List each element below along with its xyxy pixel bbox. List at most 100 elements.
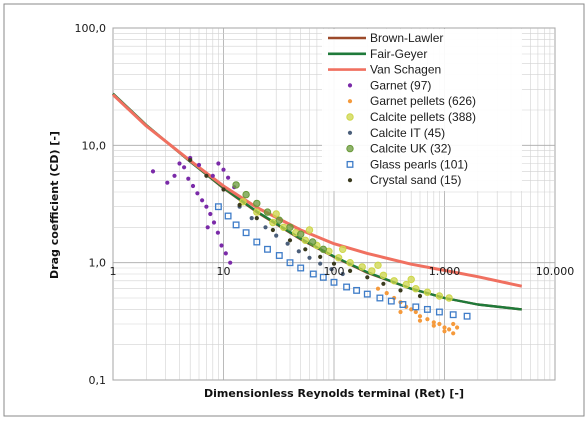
point-calcite-uk-32: [242, 190, 250, 199]
point-garnet-97: [204, 204, 209, 209]
point-calcite-pellets-388: [301, 236, 309, 245]
point-calcite-it-45: [285, 241, 290, 246]
point-glass-pearls-101: [463, 312, 471, 320]
point-calcite-pellets-388: [239, 198, 247, 206]
point-calcite-pellets-388: [379, 271, 388, 279]
point-glass-pearls-101: [449, 311, 457, 319]
data-points: [150, 155, 471, 336]
point-calcite-it-45: [318, 261, 323, 266]
point-crystal-sand-15: [303, 247, 308, 252]
y-tick-label: 100,0: [75, 22, 107, 35]
point-garnet-pellets-626: [431, 323, 436, 328]
point-garnet-pellets-626: [417, 314, 423, 319]
point-glass-pearls-101: [214, 203, 222, 211]
point-garnet-97: [165, 180, 170, 185]
point-crystal-sand-15: [365, 275, 370, 280]
legend-label-fair-geyer: Fair-Geyer: [370, 47, 427, 61]
x-tick-label: 1: [110, 265, 117, 278]
point-calcite-pellets-388: [305, 226, 314, 234]
point-crystal-sand-15: [204, 173, 209, 178]
y-tick-label: 0,1: [89, 374, 107, 387]
point-calcite-uk-32: [319, 245, 327, 254]
point-glass-pearls-101: [353, 286, 361, 294]
point-calcite-pellets-388: [279, 223, 288, 232]
y-tick-label: 10,0: [82, 139, 107, 152]
point-calcite-pellets-388: [412, 285, 420, 293]
legend-swatch-calcite-pellets-388: [346, 113, 354, 121]
point-glass-pearls-101: [253, 238, 261, 246]
point-glass-pearls-101: [232, 221, 240, 229]
legend-swatch-calcite-uk-32: [346, 144, 354, 153]
point-garnet-97: [216, 161, 221, 166]
point-garnet-97: [182, 165, 187, 170]
point-crystal-sand-15: [398, 288, 403, 293]
point-calcite-pellets-388: [346, 259, 354, 267]
point-calcite-pellets-388: [368, 267, 376, 275]
point-calcite-pellets-388: [390, 277, 398, 285]
point-crystal-sand-15: [287, 238, 293, 243]
legend-label-calcite-it-45: Calcite IT (45): [370, 126, 445, 140]
point-garnet-pellets-626: [384, 291, 389, 296]
legend-label-calcite-uk-32: Calcite UK (32): [370, 142, 451, 156]
point-glass-pearls-101: [343, 283, 351, 291]
point-crystal-sand-15: [381, 281, 386, 286]
point-garnet-pellets-626: [413, 309, 418, 315]
line-van-schagen: [111, 93, 523, 288]
point-garnet-97: [190, 183, 196, 189]
point-glass-pearls-101: [330, 278, 338, 286]
legend-background: [322, 29, 522, 191]
point-garnet-97: [210, 173, 215, 178]
point-garnet-97: [226, 175, 231, 180]
point-calcite-uk-32: [286, 223, 294, 232]
point-crystal-sand-15: [331, 261, 337, 266]
point-crystal-sand-15: [417, 293, 423, 299]
x-tick-label: 1.000: [429, 265, 461, 278]
legend-swatch-garnet-pellets-626: [347, 99, 353, 104]
legend-label-crystal-sand-15: Crystal sand (15): [370, 173, 461, 187]
point-garnet-97: [221, 167, 226, 172]
point-garnet-97: [172, 173, 177, 178]
legend-label-calcite-pellets-388: Calcite pellets (388): [370, 110, 476, 124]
x-axis-title: Dimensionless Reynolds terminal (Ret) [-…: [204, 387, 464, 400]
point-glass-pearls-101: [297, 264, 305, 272]
point-garnet-97: [186, 176, 191, 181]
point-calcite-pellets-388: [423, 288, 432, 296]
point-calcite-uk-32: [297, 230, 305, 238]
point-glass-pearls-101: [376, 294, 384, 302]
point-glass-pearls-101: [264, 245, 271, 253]
point-glass-pearls-101: [363, 290, 371, 298]
point-calcite-pellets-388: [269, 218, 277, 227]
point-garnet-97: [211, 220, 217, 225]
point-garnet-pellets-626: [437, 321, 442, 327]
point-crystal-sand-15: [254, 216, 259, 221]
point-garnet-pellets-626: [451, 331, 456, 336]
point-glass-pearls-101: [275, 252, 283, 259]
point-garnet-97: [219, 243, 224, 248]
point-calcite-uk-32: [275, 216, 283, 224]
legend-label-brown-lawler: Brown-Lawler: [370, 31, 443, 45]
point-garnet-pellets-626: [375, 286, 381, 291]
legend-label-van-schagen: Van Schagen: [370, 63, 441, 77]
point-glass-pearls-101: [412, 303, 420, 311]
x-tick-label: 100: [324, 265, 345, 278]
point-glass-pearls-101: [309, 270, 317, 278]
point-garnet-97: [223, 251, 228, 256]
point-glass-pearls-101: [224, 212, 232, 220]
point-garnet-pellets-626: [455, 325, 460, 330]
point-garnet-pellets-626: [431, 320, 436, 325]
legend-swatch-crystal-sand-15: [347, 178, 353, 183]
point-calcite-uk-32: [232, 181, 240, 189]
point-crystal-sand-15: [270, 227, 275, 233]
point-glass-pearls-101: [319, 273, 327, 281]
point-garnet-97: [177, 161, 182, 166]
point-garnet-97: [228, 260, 233, 265]
point-garnet-97: [200, 198, 205, 203]
point-calcite-pellets-388: [407, 275, 415, 284]
point-garnet-pellets-626: [442, 325, 447, 330]
point-garnet-pellets-626: [417, 318, 423, 323]
point-calcite-it-45: [274, 233, 279, 238]
point-calcite-pellets-388: [253, 208, 261, 216]
point-garnet-pellets-626: [447, 327, 452, 332]
